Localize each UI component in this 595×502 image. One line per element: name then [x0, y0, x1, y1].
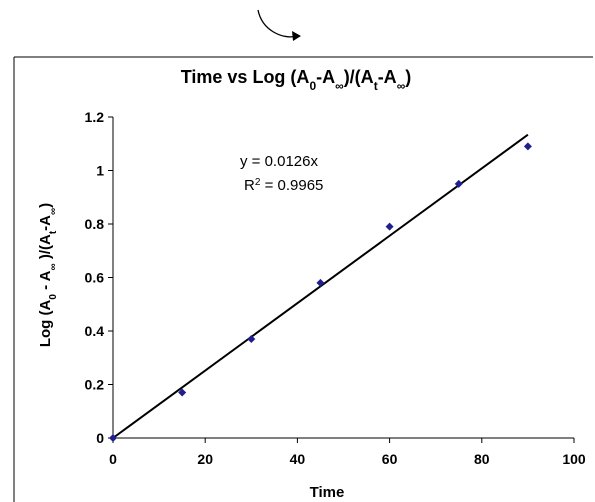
data-point	[178, 388, 187, 397]
data-point	[109, 434, 117, 442]
x-axis-title: Time	[310, 484, 345, 501]
y-tick-label: 0.6	[85, 270, 105, 286]
x-tick-label: 0	[109, 451, 117, 467]
ticks: 0 0.2 0.4 0.6 0.8 1 1.2 0 20 40 60 80 100	[85, 109, 586, 467]
y-axis-title: Log (A0 - A∞ )/(At-A∞)	[37, 203, 59, 347]
data-point	[523, 142, 532, 151]
curved-arrow-icon	[257, 9, 299, 38]
x-tick-label: 20	[197, 451, 213, 467]
curved-arrow-head-icon	[292, 31, 301, 41]
x-tick-label: 100	[562, 451, 586, 467]
x-tick-label: 80	[474, 451, 490, 467]
y-tick-label: 0.2	[85, 377, 105, 393]
chart-title: Time vs Log (A0-A∞)/(At-A∞)	[181, 67, 412, 93]
x-tick-label: 60	[382, 451, 398, 467]
y-tick-label: 1.2	[85, 109, 105, 125]
y-tick-label: 1	[96, 163, 104, 179]
y-tick-label: 0.8	[85, 216, 105, 232]
trendline-equation: y = 0.0126x	[240, 153, 318, 170]
data-point	[454, 179, 463, 188]
x-tick-label: 40	[290, 451, 306, 467]
y-tick-label: 0.4	[85, 323, 105, 339]
data-point	[247, 335, 256, 344]
data-point	[385, 222, 394, 231]
data-points	[109, 142, 532, 442]
trendline-r-squared: R2 = 0.9965	[244, 177, 323, 195]
y-tick-label: 0	[96, 430, 104, 446]
data-point	[316, 278, 325, 287]
